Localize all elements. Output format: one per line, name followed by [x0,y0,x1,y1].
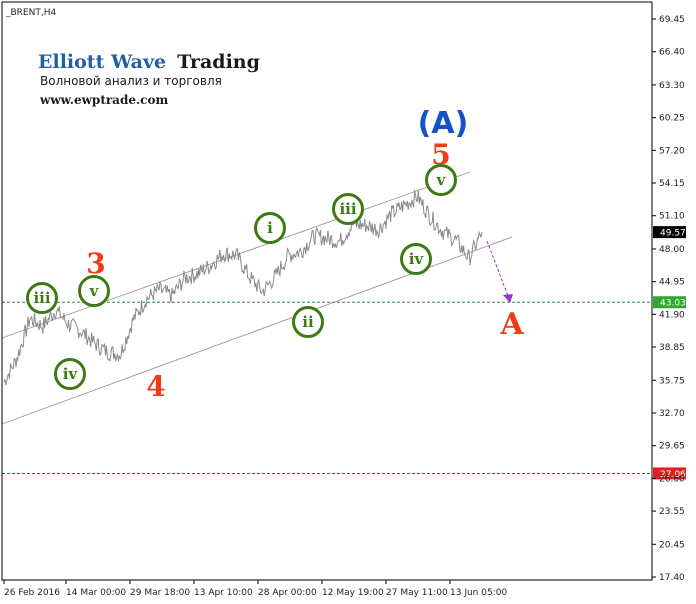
brand-title-part1: Elliott Wave [38,51,166,73]
wave-circle-ring [400,243,432,275]
wave-circle-marker: iv [400,243,432,275]
wave-circle-ring [78,275,110,307]
wave-circle-ring [26,282,58,314]
plot-frame [1,1,653,581]
y-tick-label: 51.10 [659,212,685,222]
y-tick-label: 66.40 [659,48,685,58]
wave-circle-ring [254,212,286,244]
x-tick-label: 12 May 19:00 [322,588,384,598]
wave-circle-ring [332,193,364,225]
price-line [3,190,483,386]
wave-circle-marker: v [78,275,110,307]
y-tick-label: 48.00 [659,245,685,255]
wave-label-red: 4 [146,370,165,403]
wave-circle-label: iii [339,200,356,218]
y-tick-label: 20.45 [659,540,685,550]
y-tick-label: 17.40 [659,573,685,583]
x-tick-label: 26 Feb 2016 [4,588,60,598]
wave-circle-marker: iii [332,193,364,225]
y-tick-label: 38.85 [659,343,685,353]
y-tick-label: 32.70 [659,409,685,419]
wave-label-red: 5 [431,138,450,171]
x-tick-label: 28 Apr 00:00 [258,588,317,598]
y-tick-label: 41.90 [659,310,685,320]
brand-title: Elliott Wave Trading [38,51,260,73]
x-tick-label: 29 Mar 18:00 [130,588,190,598]
projection-arrowhead [503,294,513,303]
y-tick-label: 29.65 [659,442,685,452]
y-tick-label: 60.25 [659,114,685,124]
wave-circle-label: v [89,282,100,300]
y-tick-label: 57.20 [659,146,685,156]
y-tick-label: 35.75 [659,376,685,386]
wave-circle-label: ii [302,313,314,331]
brand-website: www.ewptrade.com [39,93,168,107]
wave-circle-ring [292,306,324,338]
wave-circle-marker: iii [26,282,58,314]
x-tick-label: 13 Jun 05:00 [450,588,507,598]
wave-circle-marker: iv [54,358,86,390]
wave-circle-ring [425,164,457,196]
x-tick-label: 13 Apr 10:00 [194,588,253,598]
x-axis: 26 Feb 2016 14 Mar 00:00 29 Mar 18:00 13 Ap… [3,580,507,598]
wave-circle-label: iv [409,250,425,268]
price-level-label: 43.03 [660,299,686,309]
current-price-label: 49.57 [660,229,686,239]
price-level-tag [653,296,686,309]
wave-circle-label: v [436,171,447,189]
price-series: 49.57 [3,190,686,386]
wave-label-blue: (A) [418,106,469,141]
y-axis: 69.45 66.40 63.30 60.25 57.20 54.15 51.10 48.00… [652,15,685,583]
wave-circle-ring [54,358,86,390]
wave-circle-marker: ii [292,306,324,338]
y-tick-label: 23.55 [659,507,685,517]
wave-circle-label: i [267,219,273,237]
channel-upper-line [1,171,471,339]
wave-circle-marker: v [425,164,457,196]
price-level-tag [653,467,686,480]
brand-title-part2: Trading [177,51,260,73]
brand-subtitle: Волновой анализ и торговля [40,74,222,88]
current-price-tag [653,226,686,239]
y-tick-label: 44.95 [659,278,685,288]
wave-circle-label: iv [63,365,79,383]
x-tick-label: 27 May 11:00 [386,588,448,598]
y-tick-label: 69.45 [659,15,685,25]
wave-circle-label: iii [33,289,50,307]
y-tick-label: 26.60 [659,474,685,484]
y-tick-label: 54.15 [659,179,685,189]
wave-label-red: 3 [86,247,105,280]
y-tick-label: 63.30 [659,81,685,91]
symbol-label: _BRENT,H4 [5,8,56,18]
x-tick-label: 14 Mar 00:00 [66,588,126,598]
wave-label-red: A [499,307,524,342]
horizontal-levels: 43.03 27.06 [2,296,686,480]
price-level-label: 27.06 [660,470,686,480]
wave-circle-marker: i [254,212,286,244]
projection-arrow [486,240,513,303]
